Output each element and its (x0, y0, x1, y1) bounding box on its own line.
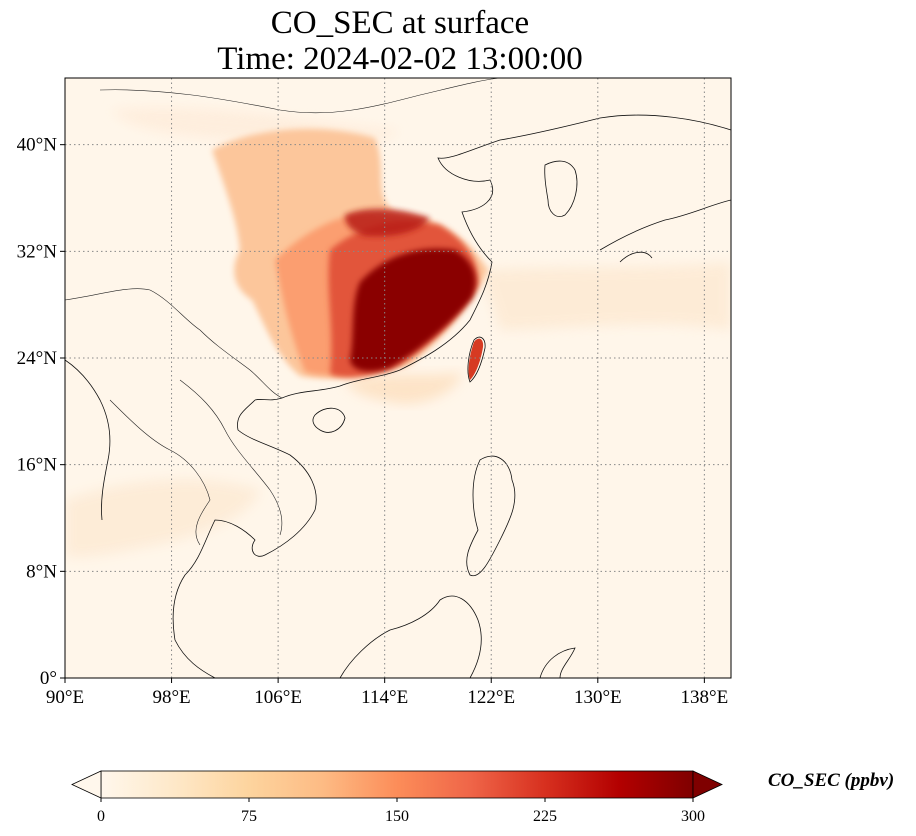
concentration-field (65, 107, 731, 558)
coast-sulawesi (539, 647, 576, 678)
y-tick-label: 16°N (17, 455, 58, 476)
plume-ne-dark (344, 208, 430, 237)
x-tick-label: 106°E (254, 687, 302, 708)
y-tick-label: 0° (40, 668, 57, 689)
colorbar-tick-label: 0 (97, 808, 105, 825)
x-tick-label: 98°E (152, 687, 190, 708)
y-tick-label: 40°N (17, 135, 58, 156)
y-tick-label: 8°N (26, 561, 57, 582)
y-axis: 0° 8°N 16°N 24°N 32°N 40°N (17, 135, 65, 689)
border-thailand (109, 399, 211, 546)
coast-japan (599, 199, 731, 263)
border-laos-vietnam (179, 379, 283, 536)
x-axis: 90°E 98°E 106°E 114°E 122°E 130°E 138°E (46, 678, 728, 708)
y-tick-label: 32°N (17, 241, 58, 262)
map-frame (64, 77, 732, 679)
colorbar-extend-max (692, 770, 723, 799)
haze-east-sea (480, 262, 731, 330)
x-tick-label: 114°E (361, 687, 408, 708)
colorbar-label: CO_SEC (ppbv) (768, 770, 895, 791)
colorbar-tick-label: 300 (681, 808, 705, 825)
coast-indochina (172, 399, 317, 678)
gridlines (65, 78, 731, 678)
haze-indochina (65, 479, 260, 558)
coast-korea (544, 160, 578, 217)
taiwan-high (468, 338, 484, 380)
colorbar-extend-min (71, 770, 102, 799)
colorbar-tick-label: 75 (241, 808, 257, 825)
x-tick-label: 138°E (681, 687, 729, 708)
colorbar-gradient (100, 770, 694, 799)
x-tick-label: 122°E (467, 687, 515, 708)
plume-core (350, 248, 476, 372)
coastlines (65, 114, 731, 678)
colorbar-tick-label: 150 (385, 808, 409, 825)
map-title-line-1: CO_SEC at surface (270, 5, 530, 41)
haze-south-coast (345, 372, 462, 404)
coast-myanmar (65, 359, 111, 521)
border-china-mongolia (99, 78, 501, 114)
coast-taiwan (467, 336, 486, 383)
border-china-south (65, 288, 283, 399)
country-borders (65, 78, 501, 546)
colorbar-ticks: 0 75 150 225 300 (97, 798, 705, 825)
coast-borneo (339, 595, 482, 678)
x-tick-label: 90°E (46, 687, 84, 708)
y-tick-label: 24°N (17, 348, 58, 369)
coast-hainan (312, 407, 346, 433)
map-title-line-2: Time: 2024-02-02 13:00:00 (217, 41, 583, 77)
colorbar: 0 75 150 225 300 (71, 770, 723, 825)
coast-philippines (466, 455, 516, 577)
x-tick-label: 130°E (574, 687, 622, 708)
coast-china-mainland (254, 114, 731, 401)
colorbar-tick-label: 225 (533, 808, 557, 825)
